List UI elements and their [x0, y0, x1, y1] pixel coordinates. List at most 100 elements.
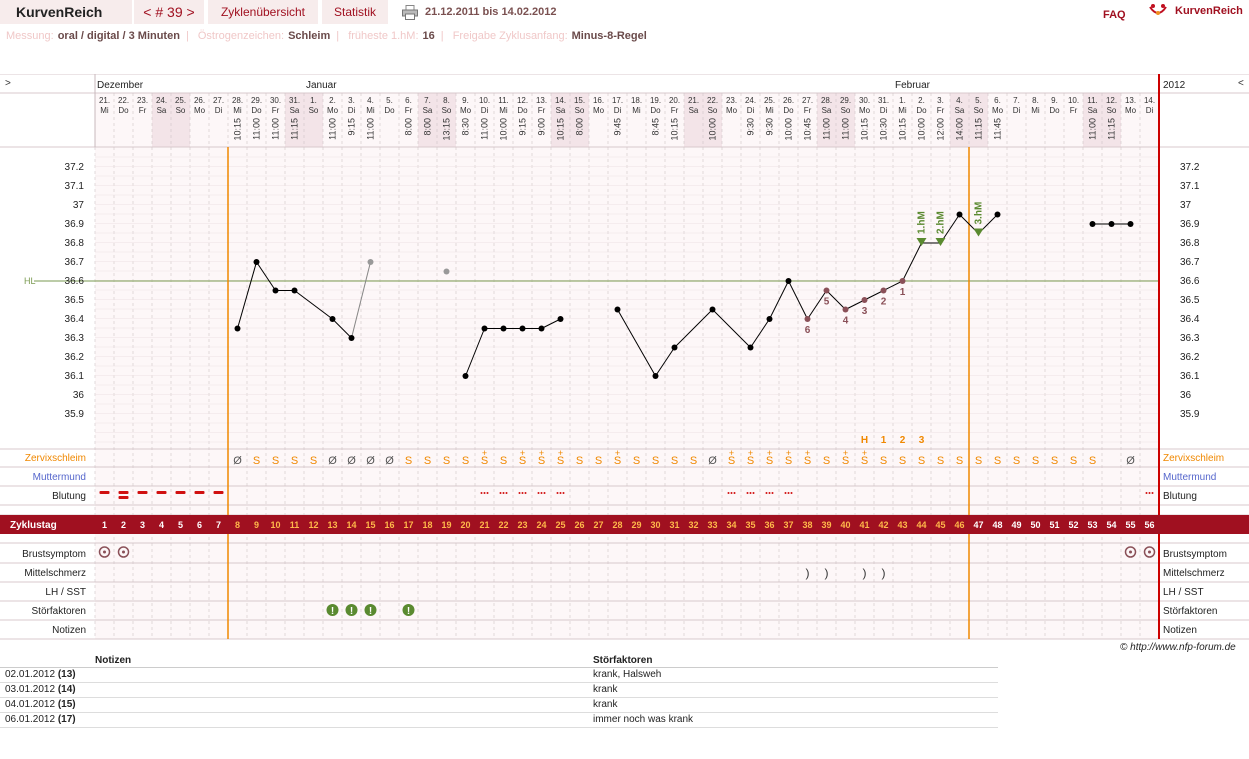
- spotting-dot: [524, 492, 527, 494]
- temperature-point: [804, 316, 811, 322]
- measurement-time: 10:00: [708, 118, 718, 141]
- cycle-day: 48: [992, 520, 1002, 530]
- cycle-navigator[interactable]: < # 39 >: [134, 0, 204, 24]
- cycle-day: 27: [593, 520, 603, 530]
- temperature-line: [541, 318, 561, 329]
- weekday-label: Di: [614, 106, 622, 115]
- table-row: 02.01.2012 (13) krank, Halsweh: [0, 667, 998, 683]
- temperature-point: [994, 211, 1001, 218]
- spotting-dot: [752, 492, 755, 494]
- measurement-time: 11:15: [1107, 118, 1117, 140]
- mucus-plus: +: [558, 448, 563, 458]
- mucus-symbol: S: [538, 455, 545, 467]
- mucus-symbol: S: [253, 455, 260, 467]
- weekday-label: Mo: [327, 106, 339, 115]
- mucus-symbol: Ø: [328, 455, 337, 467]
- row-label-cycle: Zyklustag: [10, 520, 57, 531]
- temperature-point: [785, 278, 792, 284]
- temperature-line: [674, 309, 713, 348]
- day-number: 10.: [479, 96, 490, 105]
- app-title[interactable]: KurvenReich: [0, 0, 132, 24]
- note-cycle-day: (14): [57, 684, 76, 695]
- y-tick-right: 37.2: [1180, 162, 1200, 173]
- row-label-right-bleeding: Blutung: [1163, 491, 1197, 502]
- y-tick-right: 36.6: [1180, 276, 1200, 287]
- bleeding-mark: [175, 491, 186, 494]
- cycle-day: 10: [270, 520, 280, 530]
- day-number: 29.: [251, 96, 262, 105]
- y-tick-right: 36.3: [1180, 333, 1200, 344]
- month-label: Februar: [895, 80, 931, 91]
- note-disturbance: krank, Halsweh: [593, 667, 998, 683]
- cycle-day: 3: [140, 520, 145, 530]
- cycle-day: 38: [802, 520, 812, 530]
- month-label: Dezember: [97, 80, 144, 91]
- weekday-label: Mi: [632, 106, 641, 115]
- temperature-point: [481, 325, 488, 332]
- measurement-time: 10:15: [898, 118, 908, 141]
- mucus-symbol: S: [519, 455, 526, 467]
- note-disturbance: krank: [593, 697, 998, 713]
- disturbance-icon: [345, 604, 358, 616]
- y-tick-left: 36.5: [65, 295, 85, 306]
- peak-label: 3: [919, 435, 925, 446]
- row-label-lh: LH / SST: [45, 587, 86, 598]
- measurement-time: 9:45: [613, 118, 623, 136]
- y-tick-left: 36.4: [65, 314, 85, 325]
- row-label-bleeding: Blutung: [52, 491, 86, 502]
- weekday-label: Do: [650, 106, 661, 115]
- day-number: 20.: [669, 96, 680, 105]
- mucus-symbol: S: [918, 455, 925, 467]
- disturbance-icon: [402, 604, 415, 616]
- mucus-symbol: S: [310, 455, 317, 467]
- cycle-day: 4: [159, 520, 164, 530]
- tab-cycle-overview[interactable]: Zyklenübersicht: [208, 0, 318, 24]
- y-tick-right: 36.1: [1180, 371, 1200, 382]
- low-count-label: 1: [900, 287, 906, 298]
- row-label-breast: Brustsymptom: [22, 549, 86, 560]
- cycle-day: 18: [422, 520, 432, 530]
- table-header-disturbances: Störfaktoren: [593, 654, 998, 668]
- note-disturbance: krank: [593, 682, 998, 698]
- day-number: 3.: [937, 96, 944, 105]
- note-cycle-day: (15): [57, 699, 76, 710]
- measurement-time: 11:00: [841, 118, 851, 140]
- faq-link[interactable]: FAQ: [1103, 9, 1126, 21]
- note-cycle-day: (17): [57, 714, 76, 725]
- row-label-right-stoer: Störfaktoren: [1163, 606, 1217, 617]
- weekend-shade: [304, 93, 323, 147]
- weekday-label: Sa: [822, 106, 832, 115]
- day-number: 26.: [783, 96, 794, 105]
- cycle-day: 49: [1011, 520, 1021, 530]
- cycle-day: 39: [821, 520, 831, 530]
- tab-statistics[interactable]: Statistik: [322, 0, 388, 24]
- y-tick-right: 36.4: [1180, 314, 1200, 325]
- mucus-symbol: S: [595, 455, 602, 467]
- weekday-label: So: [1107, 106, 1117, 115]
- spotting-dot: [537, 492, 540, 494]
- cycle-day: 37: [783, 520, 793, 530]
- y-tick-left: 35.9: [65, 409, 85, 420]
- day-number: 29.: [840, 96, 851, 105]
- cycle-day: 55: [1125, 520, 1135, 530]
- cycle-day: 1: [102, 520, 107, 530]
- cycle-day: 56: [1144, 520, 1154, 530]
- breast-symptom-icon: [1143, 546, 1156, 558]
- day-number: 25.: [764, 96, 775, 105]
- weekday-label: So: [309, 106, 319, 115]
- temperature-point: [1089, 221, 1096, 227]
- y-tick-left: 36.2: [65, 352, 85, 363]
- breast-symptom-icon: [117, 546, 130, 558]
- mucus-symbol: Ø: [347, 455, 356, 467]
- printer-icon[interactable]: [402, 5, 418, 20]
- breast-symptom-icon: [1129, 550, 1132, 554]
- note-text: [95, 697, 593, 713]
- disturbance-mark: !: [331, 606, 334, 617]
- weekday-label: So: [841, 106, 851, 115]
- note-cycle-day: (13): [57, 669, 76, 680]
- cycle-day: 35: [745, 520, 755, 530]
- weekday-label: So: [708, 106, 718, 115]
- temperature-line: [807, 290, 827, 320]
- scroll-right-icon: >: [5, 78, 11, 89]
- y-tick-left: 36.6: [65, 276, 85, 287]
